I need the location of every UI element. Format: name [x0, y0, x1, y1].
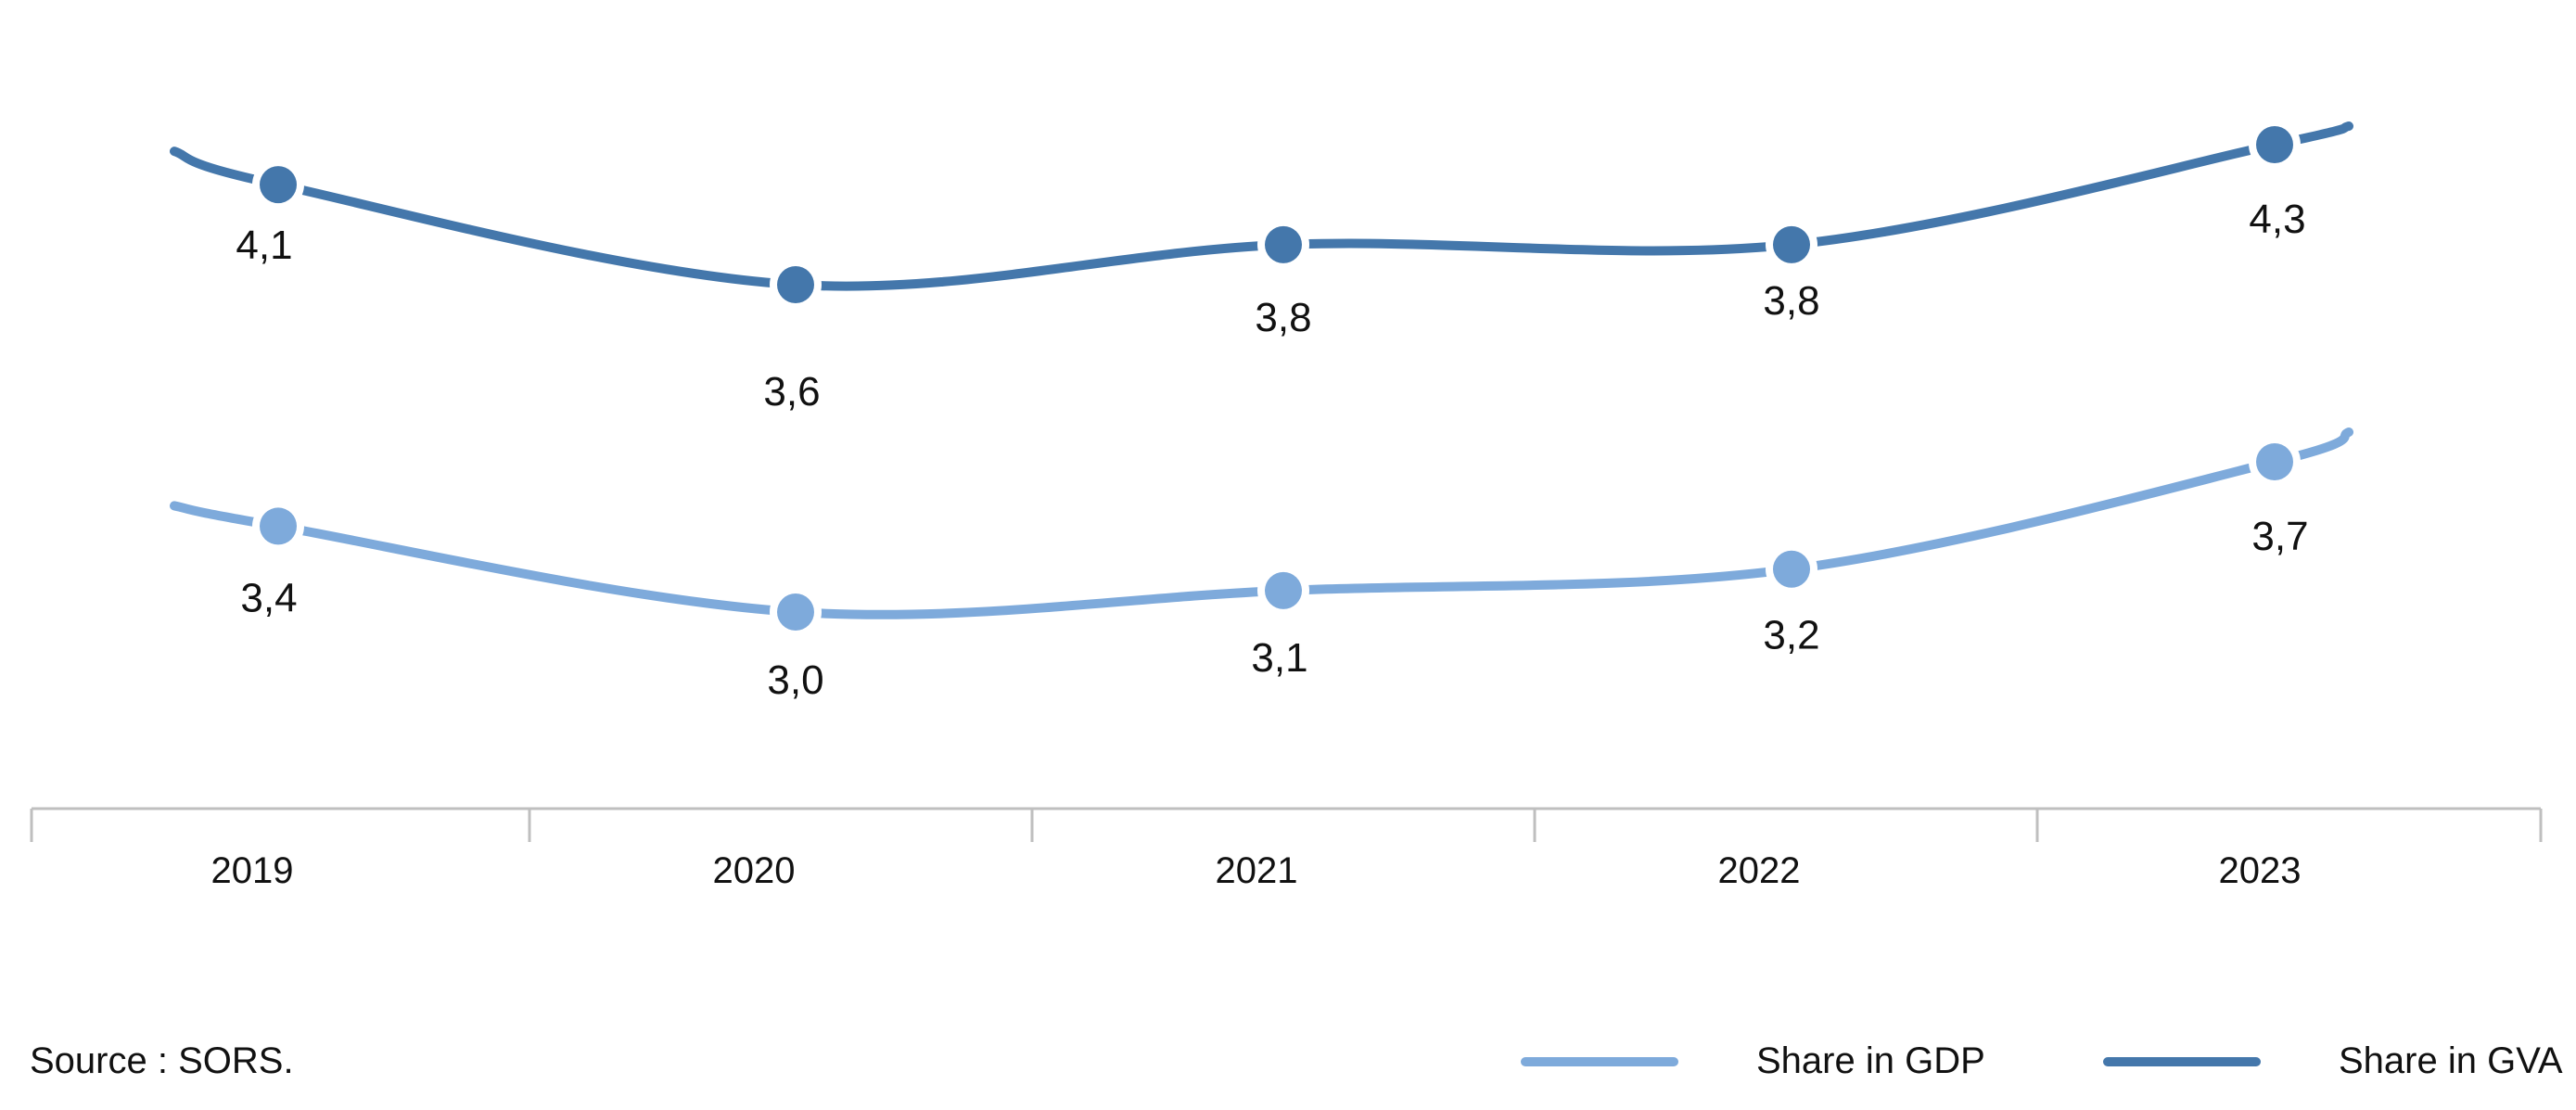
- legend-swatch-gdp: [1521, 1056, 1678, 1066]
- series-line-share-in-gva: [170, 121, 2353, 291]
- data-label-share-in-gva-2019: 4,1: [236, 223, 292, 268]
- legend-item-share-in-gdp: Share in GDP: [1521, 1040, 1985, 1082]
- line-chart: 4,13,63,8 3,84,33,43,0 3,1 3,23,7 2019 2020 2…: [30, 119, 2543, 891]
- data-point-share-in-gdp-2022: [1773, 550, 1810, 588]
- data-point-share-in-gva-2023: [2256, 126, 2293, 163]
- data-label-share-in-gdp-2019: 3,4: [240, 575, 297, 620]
- data-label-share-in-gva-2022: 3,8: [1763, 278, 1819, 324]
- x-axis: 2019 2020 2021 2022 2023: [30, 807, 2543, 891]
- x-tick-label-2023: 2023: [2219, 850, 2302, 891]
- data-point-share-in-gva-2020: [777, 266, 814, 303]
- legend-item-share-in-gva: Share in GVA: [2103, 1040, 2563, 1082]
- legend-swatch-gva: [2103, 1056, 2261, 1066]
- data-point-share-in-gva-2021: [1265, 225, 1302, 263]
- data-label-share-in-gva-2021: 3,8: [1255, 295, 1311, 340]
- legend-label-gva: Share in GVA: [2339, 1040, 2563, 1081]
- legend-label-gdp: Share in GDP: [1756, 1040, 1985, 1081]
- data-point-share-in-gdp-2021: [1265, 571, 1302, 609]
- data-label-share-in-gva-2020: 3,6: [763, 369, 820, 415]
- data-label-share-in-gdp-2020: 3,0: [767, 657, 823, 703]
- data-label-share-in-gva-2023: 4,3: [2249, 197, 2305, 242]
- data-point-share-in-gdp-2023: [2256, 443, 2293, 480]
- x-tick-label-2021: 2021: [1216, 850, 1298, 891]
- data-label-share-in-gdp-2021: 3,1: [1251, 635, 1307, 681]
- x-tick-label-2022: 2022: [1718, 850, 1801, 891]
- data-point-share-in-gdp-2019: [260, 507, 297, 545]
- x-tick-label-2020: 2020: [713, 850, 796, 891]
- data-point-share-in-gdp-2020: [777, 593, 814, 631]
- data-point-share-in-gva-2022: [1773, 225, 1810, 263]
- series-layer: 4,1 3,6 3,8 3,8 4,3 3,4 3,0 3,1 3,2 3,7: [170, 119, 2353, 703]
- data-label-share-in-gdp-2023: 3,7: [2251, 514, 2308, 559]
- data-label-share-in-gdp-2022: 3,2: [1763, 613, 1819, 658]
- x-tick-label-2019: 2019: [211, 850, 294, 891]
- source-note: Source : SORS.: [30, 1040, 294, 1081]
- data-point-share-in-gva-2019: [260, 166, 297, 204]
